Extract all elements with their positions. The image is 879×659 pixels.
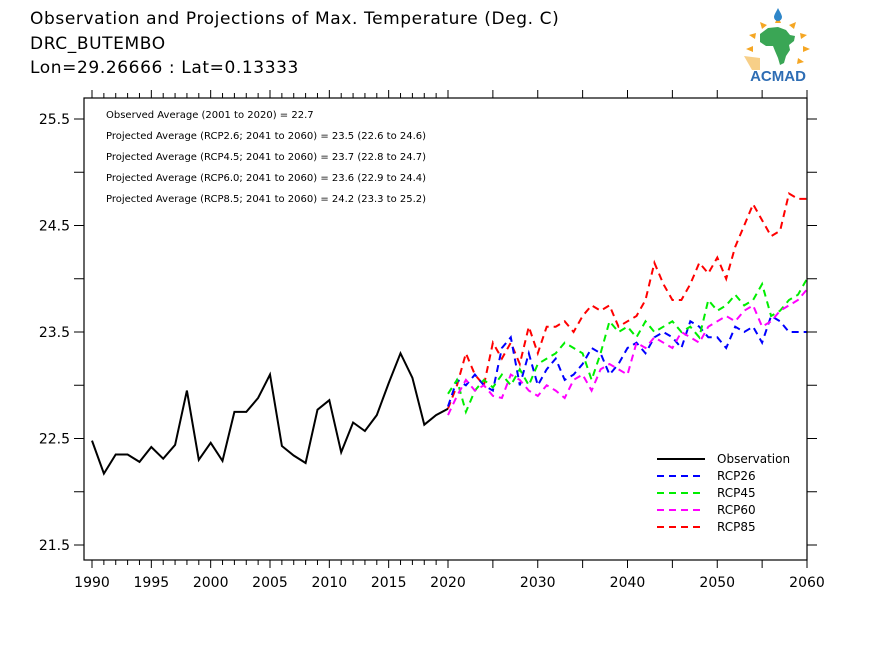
x-tick-label: 2040 — [610, 575, 646, 591]
series-line-rcp45 — [447, 278, 808, 415]
y-tick-label: 21.5 — [39, 538, 70, 554]
x-tick-label: 2015 — [371, 575, 407, 591]
series-line-rcp26 — [447, 314, 807, 407]
logo-text: ACMAD — [750, 68, 806, 84]
x-tick-label: 2050 — [699, 575, 735, 591]
plot-frame — [83, 97, 808, 561]
x-tick-label: 1990 — [74, 575, 110, 591]
average-annotation: Projected Average (RCP6.0; 2041 to 2060)… — [106, 173, 426, 184]
legend-label-rcp45: RCP45 — [717, 486, 756, 500]
x-tick-label: 2010 — [312, 575, 348, 591]
y-tick-label: 23.5 — [39, 325, 70, 341]
chart-title: Observation and Projections of Max. Temp… — [30, 9, 560, 29]
y-tick-label: 24.5 — [39, 219, 70, 235]
y-tick-label: 25.5 — [39, 112, 70, 128]
average-annotation: Projected Average (RCP4.5; 2041 to 2060)… — [106, 152, 426, 163]
y-tick-label: 22.5 — [39, 432, 70, 448]
legend-label-observation: Observation — [717, 452, 790, 466]
series-line-observation — [91, 350, 449, 476]
x-tick-label: 2005 — [252, 575, 288, 591]
water-drop-icon — [774, 8, 782, 21]
x-tick-label: 2000 — [193, 575, 229, 591]
station-name: DRC_BUTEMBO — [30, 34, 166, 54]
africa-map-icon — [760, 27, 795, 65]
acmad-logo: ACMAD — [744, 8, 810, 84]
x-tick-label: 2060 — [789, 575, 825, 591]
x-tick-label: 2030 — [520, 575, 556, 591]
series-line-rcp85 — [447, 191, 807, 410]
station-coordinates: Lon=29.26666 : Lat=0.13333 — [30, 58, 299, 78]
legend-label-rcp60: RCP60 — [717, 503, 756, 517]
legend-label-rcp85: RCP85 — [717, 520, 756, 534]
x-tick-label: 1995 — [134, 575, 170, 591]
series-line-rcp60 — [447, 288, 808, 416]
average-annotation: Projected Average (RCP8.5; 2041 to 2060)… — [106, 194, 426, 205]
legend-label-rcp26: RCP26 — [717, 469, 756, 483]
average-annotation: Observed Average (2001 to 2020) = 22.7 — [106, 110, 314, 121]
average-annotation: Projected Average (RCP2.6; 2041 to 2060)… — [106, 131, 426, 142]
x-tick-label: 2020 — [430, 575, 466, 591]
